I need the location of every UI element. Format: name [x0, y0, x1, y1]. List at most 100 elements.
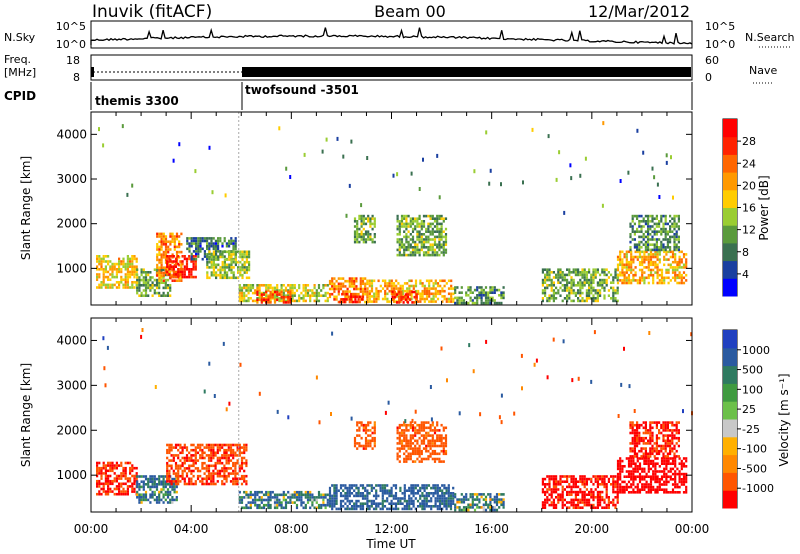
data-cell	[418, 235, 421, 239]
data-cell	[552, 475, 555, 478]
data-cell	[636, 470, 639, 473]
data-cell	[428, 287, 431, 290]
data-cell	[654, 250, 657, 254]
data-cell	[373, 235, 376, 239]
data-cell	[665, 480, 668, 484]
data-cell	[400, 439, 404, 443]
data-cell	[610, 286, 613, 290]
data-cell	[579, 278, 582, 282]
data-cell	[179, 268, 182, 271]
data-cell	[335, 492, 338, 495]
data-cell	[625, 260, 628, 264]
data-cell	[102, 461, 105, 465]
data-cell	[367, 230, 370, 233]
data-cell	[495, 503, 499, 507]
data-cell	[180, 276, 183, 280]
data-cell	[484, 498, 488, 501]
data-cell	[360, 436, 363, 440]
data-cell	[379, 502, 382, 505]
data-cell	[131, 482, 134, 486]
data-cell	[392, 507, 395, 511]
data-cell	[315, 297, 318, 300]
data-cell	[546, 276, 549, 279]
data-cell	[443, 499, 446, 503]
data-cell	[428, 295, 431, 298]
data-cell	[403, 507, 406, 511]
data-cell	[436, 494, 439, 498]
data-cell	[238, 451, 241, 455]
data-cell	[386, 507, 389, 511]
data-cell	[583, 276, 586, 279]
data-cell	[419, 497, 422, 500]
data-cell	[355, 285, 358, 288]
data-cell	[574, 477, 577, 481]
data-cell	[346, 507, 349, 511]
data-cell	[295, 490, 299, 494]
data-cell	[601, 278, 604, 282]
data-cell	[335, 489, 338, 492]
data-cell	[411, 222, 415, 226]
data-cell	[612, 477, 615, 481]
data-cell	[678, 271, 681, 274]
data-cell	[432, 295, 435, 298]
data-cell	[476, 506, 479, 509]
data-cell	[614, 273, 617, 277]
data-cell	[647, 263, 650, 267]
data-cell	[357, 492, 360, 495]
data-cell	[129, 286, 132, 289]
data-cell	[398, 431, 401, 435]
data-cell	[197, 237, 200, 240]
data-cell	[155, 268, 159, 271]
data-cell	[181, 273, 184, 276]
data-cell	[634, 465, 637, 468]
data-cell	[345, 292, 348, 296]
data-cell	[552, 503, 555, 507]
data-cell	[240, 467, 244, 470]
data-cell	[104, 474, 107, 478]
data-cell	[433, 444, 437, 448]
data-cell	[599, 281, 602, 284]
data-cell	[570, 291, 573, 295]
data-cell	[366, 494, 369, 498]
data-cell	[243, 255, 246, 259]
data-cell	[221, 456, 224, 460]
data-cell	[118, 257, 121, 261]
data-cell	[555, 286, 558, 290]
power-colorbar-label: Power [dB]	[757, 175, 771, 240]
data-cell	[434, 505, 437, 508]
data-cell	[407, 429, 410, 432]
data-cell	[343, 292, 346, 296]
data-cell	[641, 268, 644, 272]
data-cell	[188, 464, 191, 468]
data-cell	[654, 260, 657, 264]
data-cell	[423, 289, 426, 293]
data-cell	[647, 462, 650, 465]
data-cell	[590, 278, 593, 282]
data-cell	[651, 230, 654, 233]
data-cell	[588, 498, 591, 502]
data-cell	[172, 480, 175, 483]
data-cell	[166, 284, 170, 287]
data-cell	[293, 284, 296, 287]
data-cell	[227, 443, 230, 447]
data-cell	[673, 235, 676, 239]
data-cell	[162, 232, 165, 236]
data-cell	[641, 250, 644, 254]
data-cell	[368, 300, 371, 303]
data-cell	[619, 478, 622, 481]
data-cell	[476, 299, 479, 302]
data-cell	[320, 503, 323, 507]
data-cell	[428, 282, 431, 285]
data-cell	[570, 488, 573, 491]
data-cell	[456, 301, 459, 305]
data-cell	[607, 506, 610, 509]
data-cell	[201, 477, 204, 481]
data-cell	[256, 301, 259, 304]
data-cell	[384, 292, 387, 296]
data-cell	[160, 261, 163, 264]
data-cell	[619, 253, 622, 256]
data-cell	[430, 486, 433, 490]
data-cell	[458, 498, 461, 501]
data-cell	[194, 255, 197, 258]
data-cell	[361, 492, 365, 495]
